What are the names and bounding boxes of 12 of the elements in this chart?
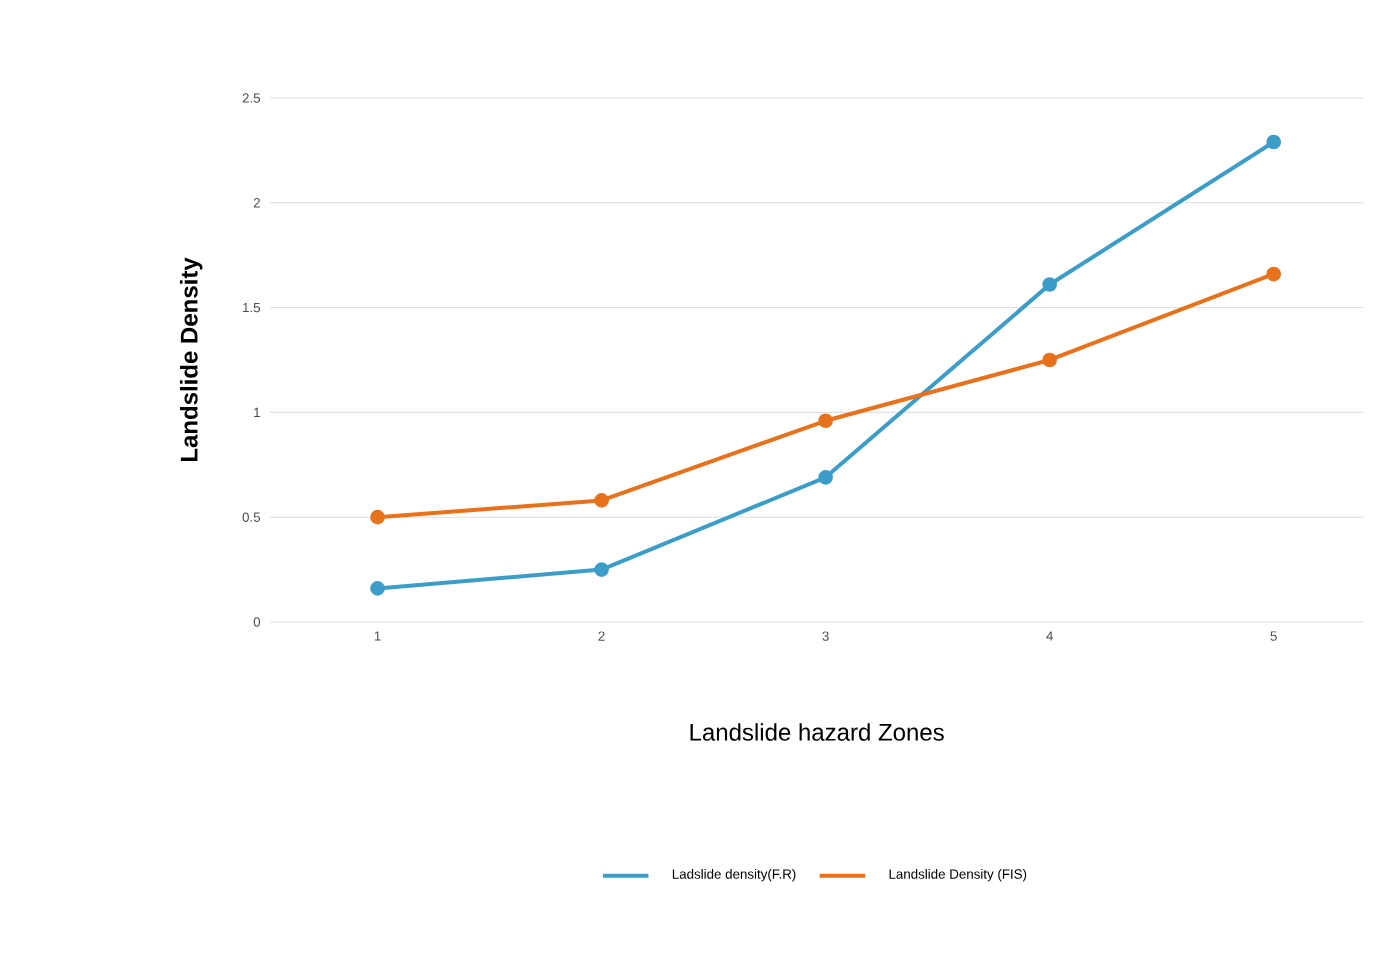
point [594,493,609,508]
point [370,581,385,596]
point [1042,352,1057,368]
point [1042,277,1057,292]
point [818,413,833,429]
point [1266,266,1282,282]
y-axis-title: Landslide Density [180,257,203,462]
point [818,470,833,485]
point [1266,134,1282,150]
point [370,509,385,525]
x-axis-title: Landslide hazard Zones [690,723,944,741]
point [594,562,609,577]
